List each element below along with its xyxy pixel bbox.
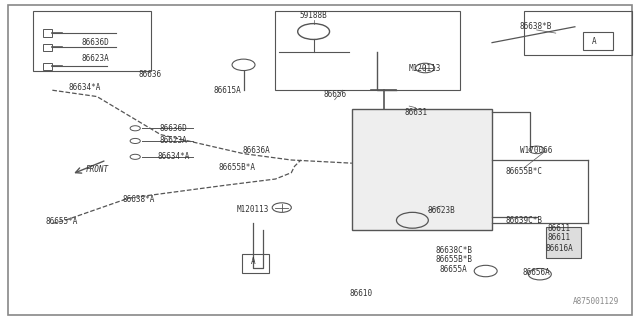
Text: 86655B*A: 86655B*A [219,164,255,172]
Text: 86623A: 86623A [159,136,188,146]
Text: 86655*A: 86655*A [45,217,78,226]
Text: A: A [592,36,596,45]
Text: 86611: 86611 [547,233,570,242]
Text: 86656: 86656 [323,91,346,100]
Text: 86631: 86631 [404,108,427,117]
Text: 86638*A: 86638*A [122,195,155,204]
Text: 86638C*B: 86638C*B [435,246,472,255]
Text: 86616A: 86616A [545,244,573,253]
Text: 86655B*B: 86655B*B [435,255,472,264]
Text: 86638*B: 86638*B [519,22,552,31]
Text: 86636D: 86636D [159,124,188,133]
Text: 86634*A: 86634*A [68,83,100,92]
Bar [275,11,460,90]
Text: 86655B*C: 86655B*C [506,167,543,176]
Text: 86623A: 86623A [82,54,109,63]
Text: 86636A: 86636A [243,146,270,155]
Text: M120113: M120113 [409,63,442,73]
Bar [43,63,52,70]
Text: 86655A: 86655A [440,265,468,274]
Text: W170066: W170066 [520,146,553,155]
Text: FRONT: FRONT [85,165,109,174]
Text: 86623B: 86623B [427,206,455,215]
Text: 86615A: 86615A [214,86,241,95]
Bar [546,227,581,258]
Text: 86636D: 86636D [82,38,109,47]
Bar [524,11,632,55]
Bar [43,44,52,51]
Bar [33,11,151,71]
Text: 86611: 86611 [547,224,570,233]
Text: 86656A: 86656A [523,268,550,277]
Bar [43,29,52,37]
Bar [582,32,613,50]
Bar [243,253,269,273]
Text: 59188B: 59188B [300,11,328,20]
Text: A875001129: A875001129 [573,297,620,306]
Text: M120113: M120113 [237,205,269,214]
Text: 86639C*B: 86639C*B [506,216,543,225]
Text: A: A [251,257,255,266]
Text: 86610: 86610 [350,289,373,298]
Text: 86636: 86636 [138,70,161,79]
Text: 86634*A: 86634*A [157,152,189,161]
FancyBboxPatch shape [352,109,492,230]
